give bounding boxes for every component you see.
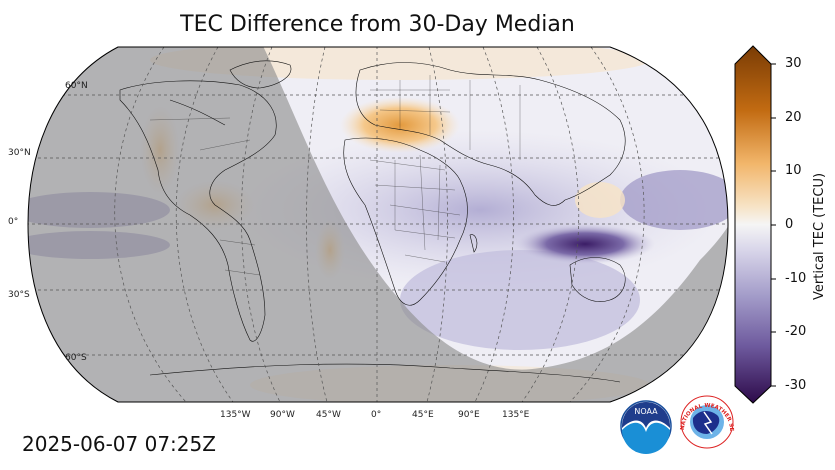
colorbar-tick-neg20: -20 — [785, 324, 807, 339]
map-outline — [27, 46, 729, 403]
lat-label-60s: 60°S — [65, 353, 87, 363]
lon-label-45w: 45°W — [316, 410, 341, 420]
graticule — [28, 47, 728, 402]
lon-label-90w: 90°W — [270, 410, 295, 420]
lon-label-135w: 135°W — [220, 410, 251, 420]
noaa-logo: NOAA — [620, 400, 672, 454]
lon-label-90e: 90°E — [458, 410, 480, 420]
colorbar-tick-neg30: -30 — [785, 378, 807, 393]
lon-label-0: 0° — [371, 410, 381, 420]
lat-label-30n: 30°N — [8, 148, 31, 158]
lon-label-135e: 135°E — [502, 410, 530, 420]
night-shade — [28, 47, 728, 402]
borders — [149, 75, 521, 276]
map-field — [28, 47, 728, 402]
noaa-logo-text: NOAA — [634, 407, 658, 416]
colorbar-tick-0: 0 — [785, 217, 794, 232]
lon-label-45e: 45°E — [412, 410, 434, 420]
colorbar — [734, 45, 776, 404]
colorbar-tick-neg10: -10 — [785, 271, 807, 286]
lat-label-30s: 30°S — [8, 290, 30, 300]
lat-label-0: 0° — [8, 217, 18, 227]
colorbar-tick-20: 20 — [785, 110, 802, 125]
colorbar-label: Vertical TEC (TECU) — [812, 172, 827, 300]
colorbar-tick-30: 30 — [785, 56, 802, 71]
timestamp: 2025-06-07 07:25Z — [22, 432, 216, 456]
coastlines — [119, 60, 626, 383]
colorbar-tick-10: 10 — [785, 163, 802, 178]
map-title: TEC Difference from 30-Day Median — [180, 12, 575, 37]
lat-label-60n: 60°N — [65, 81, 88, 91]
